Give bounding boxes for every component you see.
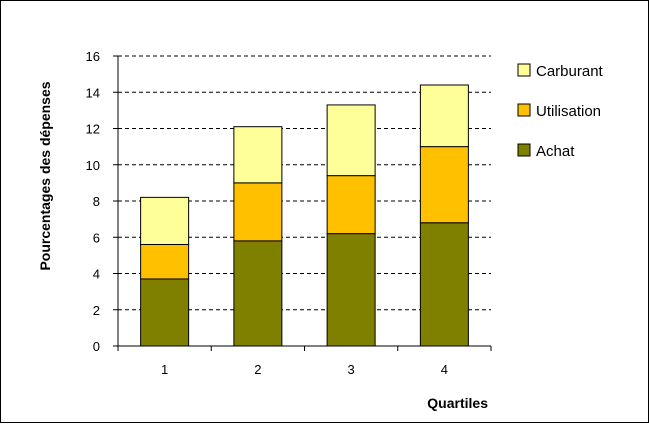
bar-segment-utilisation xyxy=(326,175,376,235)
x-tick-label: 3 xyxy=(348,362,355,377)
y-tick-label: 14 xyxy=(86,85,100,100)
bar-segment-utilisation xyxy=(419,146,469,224)
y-tick-label: 16 xyxy=(86,49,100,64)
legend-label: Utilisation xyxy=(536,103,601,120)
bar-segment-utilisation xyxy=(140,244,190,280)
y-tick-label: 2 xyxy=(93,303,100,318)
legend-swatch xyxy=(517,103,531,117)
y-tick-labels: 0 2 4 6 8 10 12 14 16 xyxy=(86,49,100,354)
bar-segment-achat xyxy=(233,240,283,347)
legend-item-utilisation: Utilisation xyxy=(517,103,601,120)
bar-segment-carburant xyxy=(326,104,376,177)
bar-segment-achat xyxy=(326,233,376,347)
x-tick-label: 1 xyxy=(161,362,168,377)
bar-segment-carburant xyxy=(419,84,469,148)
y-tick-label: 0 xyxy=(93,339,100,354)
x-tick-label: 2 xyxy=(254,362,261,377)
y-tick-label: 4 xyxy=(93,267,100,282)
y-tick-label: 10 xyxy=(86,158,100,173)
x-tick-labels: 1 2 3 4 xyxy=(161,362,448,377)
x-axis-title: Quartiles xyxy=(427,395,488,411)
y-tick-label: 8 xyxy=(93,194,100,209)
bar-segment-carburant xyxy=(233,126,283,184)
legend: Carburant Utilisation Achat xyxy=(517,63,604,160)
legend-swatch xyxy=(517,63,531,77)
legend-item-achat: Achat xyxy=(517,143,575,160)
y-tick-label: 6 xyxy=(93,230,100,245)
bar-segment-achat xyxy=(419,222,469,347)
bar-segment-utilisation xyxy=(233,182,283,242)
y-tick-label: 12 xyxy=(86,122,100,137)
legend-item-carburant: Carburant xyxy=(517,63,604,80)
legend-swatch xyxy=(517,143,531,157)
legend-label: Achat xyxy=(536,143,575,160)
x-tick-label: 4 xyxy=(441,362,448,377)
bars xyxy=(140,84,469,347)
axes xyxy=(113,55,492,351)
bar-segment-carburant xyxy=(140,196,190,245)
legend-label: Carburant xyxy=(536,63,604,80)
bar-segment-achat xyxy=(140,278,190,347)
y-axis-title: Pourcentages des dépenses xyxy=(37,81,53,270)
